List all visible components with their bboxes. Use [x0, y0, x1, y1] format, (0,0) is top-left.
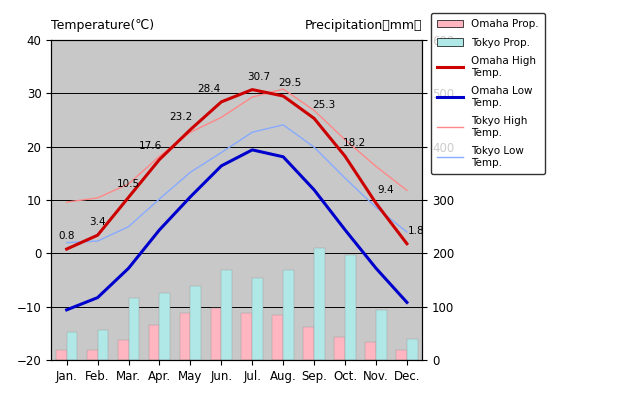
- Bar: [283, 270, 294, 360]
- Text: 23.2: 23.2: [170, 112, 193, 122]
- Text: 9.4: 9.4: [377, 185, 394, 195]
- Bar: [159, 293, 170, 360]
- Text: 17.6: 17.6: [139, 142, 162, 152]
- Text: Temperature(℃): Temperature(℃): [51, 19, 154, 32]
- Bar: [148, 325, 159, 360]
- Bar: [67, 332, 77, 360]
- Bar: [118, 340, 129, 360]
- Bar: [221, 270, 232, 360]
- Bar: [345, 255, 356, 360]
- Text: 30.7: 30.7: [247, 72, 270, 82]
- Bar: [191, 286, 201, 360]
- Text: 3.4: 3.4: [90, 217, 106, 227]
- Text: Precipitation（mm）: Precipitation（mm）: [305, 19, 422, 32]
- Bar: [97, 330, 108, 360]
- Bar: [252, 278, 263, 360]
- Text: 29.5: 29.5: [278, 78, 301, 88]
- Bar: [180, 313, 191, 360]
- Bar: [87, 350, 98, 360]
- Bar: [334, 337, 345, 360]
- Legend: Omaha Prop., Tokyo Prop., Omaha High
Temp., Omaha Low
Temp., Tokyo High
Temp., T: Omaha Prop., Tokyo Prop., Omaha High Tem…: [431, 13, 545, 174]
- Text: 28.4: 28.4: [197, 84, 221, 94]
- Bar: [211, 308, 221, 360]
- Bar: [129, 298, 140, 360]
- Text: 18.2: 18.2: [343, 138, 366, 148]
- Bar: [365, 342, 376, 360]
- Text: 1.8: 1.8: [408, 226, 424, 236]
- Bar: [241, 312, 252, 360]
- Bar: [56, 350, 67, 360]
- Bar: [314, 248, 325, 360]
- Text: 25.3: 25.3: [312, 100, 335, 110]
- Bar: [273, 315, 283, 360]
- Bar: [303, 327, 314, 360]
- Text: 10.5: 10.5: [117, 179, 140, 189]
- Bar: [376, 310, 387, 360]
- Bar: [407, 339, 418, 360]
- Text: 0.8: 0.8: [58, 231, 75, 241]
- Bar: [396, 350, 407, 360]
